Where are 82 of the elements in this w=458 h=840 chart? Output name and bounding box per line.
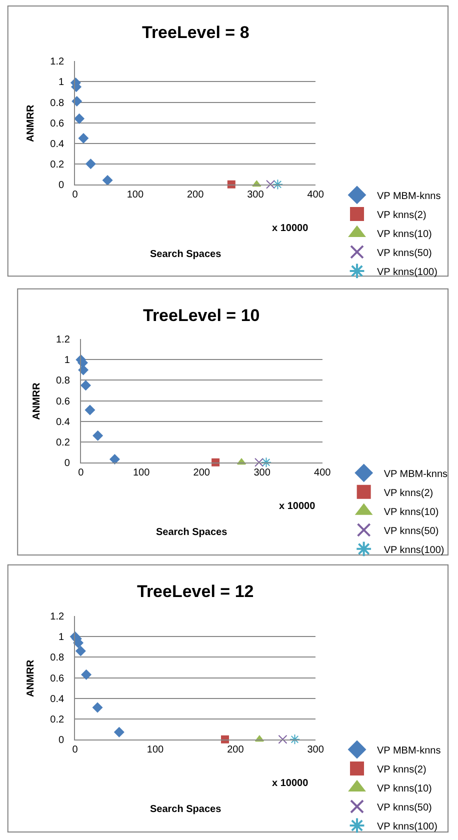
x-tick-label: 100	[126, 189, 144, 200]
y-axis-title: ANMRR	[25, 658, 36, 697]
point	[289, 734, 300, 745]
legend-label: VP knns(2)	[384, 488, 434, 499]
x-tick-label: 400	[307, 189, 324, 200]
y-axis-title: ANMRR	[25, 104, 36, 142]
point	[110, 454, 120, 464]
point	[272, 179, 284, 190]
y-tick-label: 0	[64, 458, 70, 469]
point	[74, 114, 84, 124]
legend-label: VP knns(2)	[377, 210, 426, 221]
point	[86, 158, 96, 169]
y-tick-label: 0.6	[50, 673, 64, 684]
y-tick-label: 1	[64, 355, 70, 366]
point	[102, 175, 113, 186]
y-tick-label: 0.6	[56, 396, 70, 408]
y-tick-label: 1	[58, 632, 64, 644]
y-tick-label: 0.8	[56, 376, 70, 387]
y-tick-label: 0.4	[56, 416, 70, 428]
x-tick-label: 100	[132, 467, 150, 478]
point	[78, 133, 89, 144]
point	[78, 364, 88, 376]
x-tick-label: 200	[186, 189, 204, 200]
legend-label: VP MBM-knns	[377, 190, 441, 202]
y-tick-label: 0.4	[50, 694, 64, 705]
x-tick-label: 100	[146, 744, 164, 756]
point	[72, 96, 82, 106]
legend-label: VP knns(100)	[384, 544, 444, 556]
y-tick-label: 0.8	[50, 98, 64, 109]
y-tick-label: 0.6	[50, 118, 64, 130]
y-tick-label: 0.2	[56, 437, 70, 448]
point	[254, 458, 264, 467]
chart-title: TreeLevel = 8	[142, 23, 250, 42]
y-tick-label: 1.2	[50, 612, 64, 623]
chart-title: TreeLevel = 12	[137, 582, 254, 601]
y-tick-label: 0.4	[50, 138, 64, 150]
x-tick-label: 400	[314, 467, 332, 478]
point	[92, 430, 103, 441]
x-tick-label: 0	[72, 189, 78, 200]
y-tick-label: 0.8	[50, 652, 64, 664]
text: x 10000	[279, 501, 316, 512]
x-tick-label: 300	[247, 189, 264, 200]
legend-label: VP knns(2)	[377, 764, 426, 776]
x-tick-label: 0	[78, 467, 84, 478]
point	[278, 734, 288, 744]
legend-label: VP MBM-knns	[384, 468, 448, 480]
y-tick-label: 0	[58, 180, 64, 191]
point	[76, 646, 86, 656]
text: x 10000	[272, 223, 309, 234]
legend-label: VP MBM-knns	[377, 745, 441, 756]
legend-label: VP knns(100)	[377, 266, 438, 278]
point	[81, 670, 92, 680]
legend-label: VP knns(50)	[377, 248, 432, 259]
x-tick-label: 0	[72, 744, 78, 756]
legend-label: VP knns(10)	[384, 506, 439, 518]
point	[92, 702, 103, 713]
legend-label: VP knns(50)	[377, 802, 432, 814]
x-axis-title: Search Spaces	[150, 249, 222, 260]
x-tick-label: 200	[193, 467, 210, 478]
point	[266, 180, 275, 189]
y-tick-label: 1.2	[56, 334, 70, 346]
y-tick-label: 1.2	[50, 56, 64, 68]
y-axis-title: ANMRR	[31, 382, 42, 420]
x-tick-label: 300	[254, 467, 271, 478]
legend-label: VP knns(50)	[384, 526, 439, 537]
text: x 10000	[272, 778, 309, 789]
y-tick-label: 0.2	[50, 714, 64, 726]
point	[80, 380, 91, 390]
point	[114, 727, 124, 738]
y-tick-label: 0	[58, 734, 64, 746]
legend-label: VP knns(10)	[377, 783, 432, 794]
y-tick-label: 0.2	[50, 159, 64, 170]
x-tick-label: 300	[307, 744, 324, 756]
x-axis-title: Search Spaces	[156, 527, 228, 538]
point	[260, 457, 272, 468]
x-axis-title: Search Spaces	[150, 804, 222, 815]
legend-label: VP knns(10)	[377, 228, 432, 240]
y-tick-label: 1	[58, 77, 64, 88]
chart-title: TreeLevel = 10	[143, 306, 260, 325]
x-tick-label: 200	[227, 744, 244, 756]
point	[84, 404, 96, 416]
legend-label: VP knns(100)	[377, 821, 438, 832]
